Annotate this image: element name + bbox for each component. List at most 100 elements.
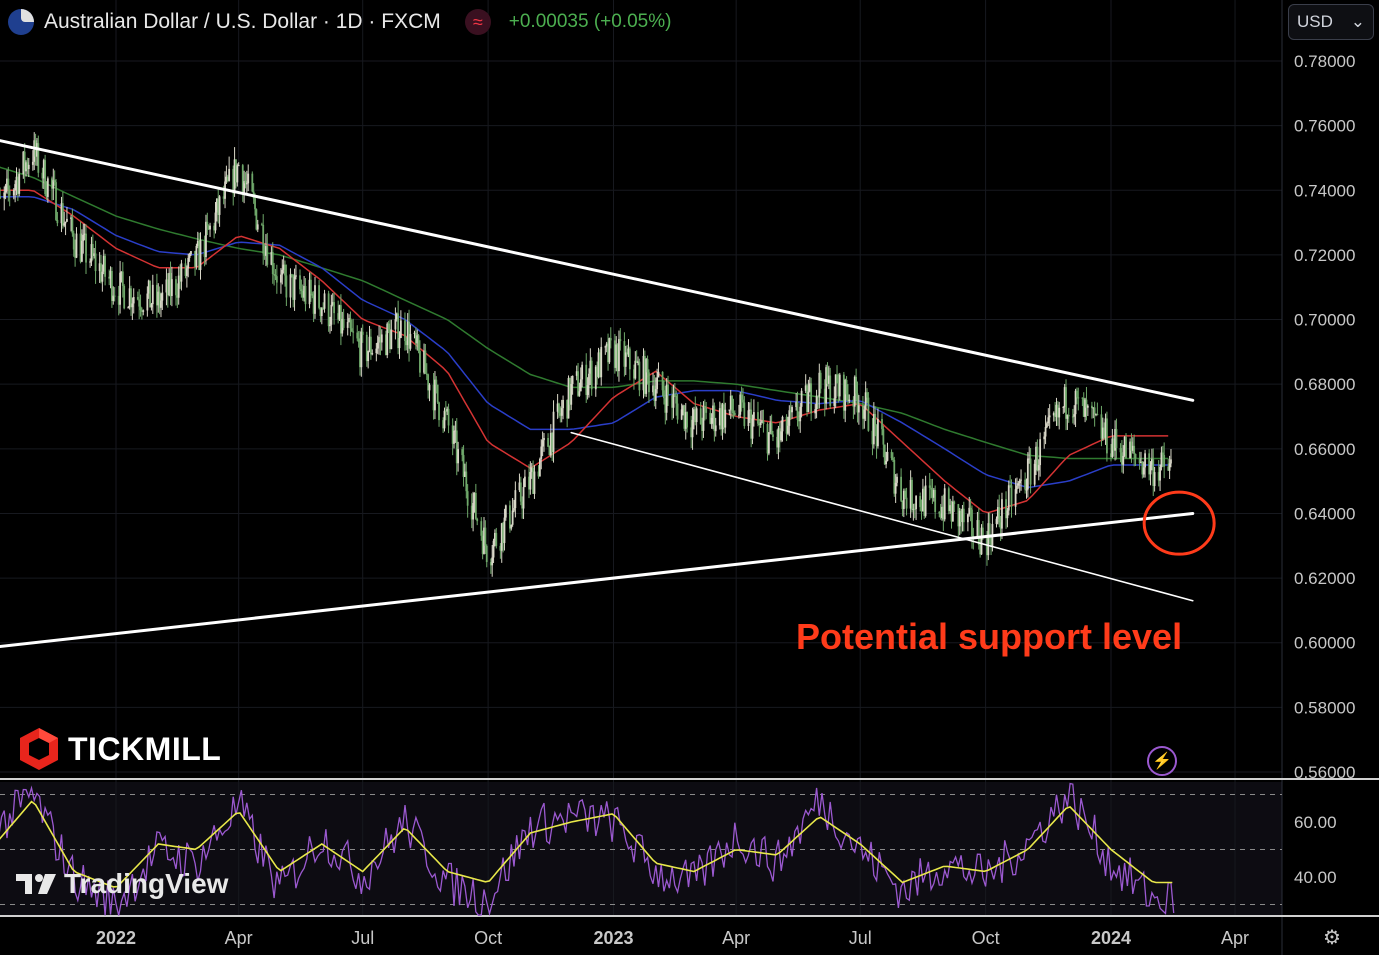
candle-body [867, 397, 870, 431]
candle-body [136, 297, 139, 300]
candle-body [901, 500, 904, 509]
candle-body [575, 371, 578, 376]
candle-body [549, 432, 552, 456]
candle-body [770, 422, 773, 435]
candle-body [1142, 467, 1145, 475]
candle-body [766, 423, 769, 454]
candle-body [781, 416, 784, 432]
candle-body [939, 513, 942, 518]
candle-body [464, 471, 466, 477]
candle-body [1001, 499, 1003, 529]
candle-body [82, 234, 85, 241]
candle-body [499, 545, 502, 551]
candle-body [1020, 479, 1022, 481]
candle-body [626, 352, 629, 355]
candle-body [577, 371, 579, 396]
candle-body [597, 352, 600, 377]
candle-body [199, 239, 202, 270]
candle-body [605, 343, 608, 347]
candle-body [950, 505, 953, 522]
candle-body [646, 359, 649, 373]
support-trendline[interactable] [0, 511, 1195, 649]
highlight-circle[interactable] [1142, 490, 1216, 556]
candle-body [45, 194, 48, 197]
candle-body [552, 411, 555, 453]
candle-body [465, 471, 468, 492]
candle-body [244, 181, 247, 184]
candle-body [560, 408, 563, 416]
candle-body [22, 151, 25, 175]
candle-body [637, 361, 639, 363]
rsi-tick-label: 40.00 [1294, 868, 1337, 887]
candle-body [289, 274, 292, 298]
candle-body [75, 233, 78, 258]
wave-icon[interactable]: ≈ [464, 9, 491, 35]
candle-body [274, 274, 277, 277]
candle-body [290, 274, 293, 276]
candle-body [729, 395, 732, 410]
resistance-trendline[interactable] [0, 139, 1195, 402]
candle-body [413, 332, 416, 334]
candle-body [856, 393, 859, 413]
candle-body [367, 351, 370, 362]
candle-body [357, 338, 360, 342]
candle-body [855, 376, 858, 394]
candle-body [179, 275, 181, 282]
y-tick-label: 0.78000 [1294, 52, 1355, 71]
candle-body [757, 412, 759, 424]
candle-body [980, 527, 983, 555]
candle-body [41, 172, 44, 179]
candle-body [653, 385, 656, 401]
currency-select-value: USD [1297, 12, 1333, 31]
candle-body [712, 405, 714, 418]
y-tick-label: 0.76000 [1294, 117, 1355, 136]
candle-body [140, 310, 143, 312]
inner-support-trendline[interactable] [570, 431, 1194, 602]
candle-body [957, 504, 960, 527]
candle-body [837, 383, 840, 397]
candle-body [1047, 417, 1050, 424]
candle-body [489, 562, 492, 566]
currency-select[interactable]: USD ⌄ [1288, 4, 1374, 40]
candle-body [275, 276, 278, 283]
candle-body [435, 379, 438, 385]
candle-body [311, 293, 314, 296]
candle-body [404, 320, 406, 341]
tickmill-mark-icon [20, 728, 58, 770]
candle-body [797, 419, 800, 422]
candle-body [806, 385, 808, 412]
candle-body [905, 497, 908, 509]
candle-body [485, 545, 488, 563]
candle-body [303, 286, 305, 298]
candle-body [699, 408, 702, 425]
moving-average-line [0, 195, 1169, 488]
candle-body [776, 436, 778, 448]
candle-body [1122, 455, 1125, 465]
candle-body [607, 343, 609, 363]
candle-body [604, 346, 607, 348]
candle-body [938, 511, 941, 514]
candle-body [320, 308, 323, 317]
candle-body [70, 217, 72, 219]
candle-body [1092, 407, 1095, 409]
symbol-title[interactable]: Australian Dollar / U.S. Dollar · 1D · F… [44, 10, 441, 33]
candle-body [349, 318, 352, 329]
settings-gear-icon[interactable]: ⚙ [1323, 926, 1341, 949]
candle-body [1052, 413, 1055, 416]
x-tick-label: Apr [1221, 928, 1249, 948]
candle-body [638, 361, 641, 391]
lightning-icon[interactable]: ⚡ [1147, 746, 1177, 776]
candle-body [645, 359, 648, 394]
candle-body [635, 360, 638, 363]
candle-body [263, 253, 266, 256]
candle-body [378, 337, 380, 343]
candle-body [16, 176, 19, 194]
candle-body [804, 385, 807, 391]
candle-body [1077, 397, 1080, 399]
candle-body [455, 430, 458, 464]
candle-body [1043, 436, 1046, 440]
candle-body [90, 244, 93, 262]
candle-body [379, 337, 382, 343]
candle-body [207, 225, 210, 230]
